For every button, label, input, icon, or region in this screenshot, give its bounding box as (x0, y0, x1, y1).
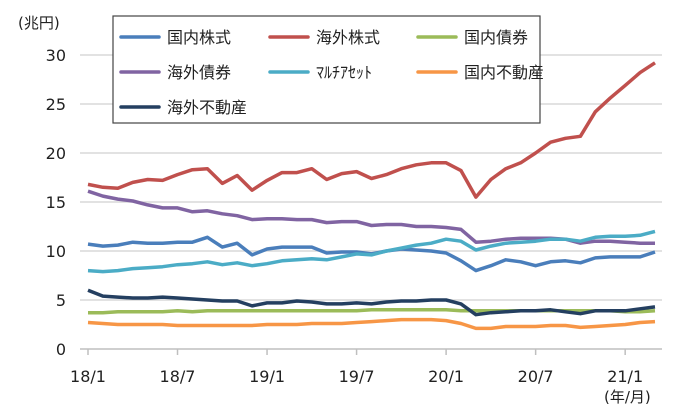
legend-label: 国内債券 (464, 28, 528, 47)
x-tick-label: 21/1 (607, 367, 643, 386)
x-tick-label: 18/7 (160, 367, 196, 386)
x-tick-label: 19/7 (339, 367, 375, 386)
legend-label: 国内株式 (167, 28, 231, 47)
series-line-6 (87, 288, 656, 317)
x-tick-label: 20/1 (428, 367, 464, 386)
legend-label: 国内不動産 (464, 63, 544, 82)
y-tick-label: 20 (46, 144, 66, 163)
series-line-4 (87, 229, 656, 274)
series-line-1 (87, 61, 656, 199)
x-tick-label: 18/1 (70, 367, 106, 386)
legend-label: 海外債券 (167, 63, 231, 82)
series-line-3 (87, 189, 655, 245)
y-tick-label: 15 (46, 193, 66, 212)
y-tick-label: 30 (46, 46, 66, 65)
x-axis: 18/1 18/7 19/1 19/7 20/1 20/7 21/1 (70, 348, 662, 386)
y-axis-unit-label: (兆円) (18, 14, 60, 32)
y-tick-label: 0 (56, 340, 66, 359)
legend-label: 海外株式 (316, 28, 380, 47)
legend-label: 海外不動産 (167, 98, 247, 117)
x-axis-unit-label: (年/月) (604, 388, 651, 406)
y-tick-labels: 0 5 10 15 20 25 30 (46, 46, 66, 359)
y-tick-label: 5 (56, 291, 66, 310)
x-tick-label: 19/1 (249, 367, 285, 386)
y-tick-label: 10 (46, 242, 66, 261)
legend-box (112, 15, 541, 124)
legend-label: ﾏﾙﾁｱｾｯﾄ (316, 63, 372, 82)
series-line-5 (87, 317, 656, 331)
y-tick-label: 25 (46, 95, 66, 114)
series-lines (87, 61, 656, 331)
x-tick-label: 20/7 (518, 367, 554, 386)
